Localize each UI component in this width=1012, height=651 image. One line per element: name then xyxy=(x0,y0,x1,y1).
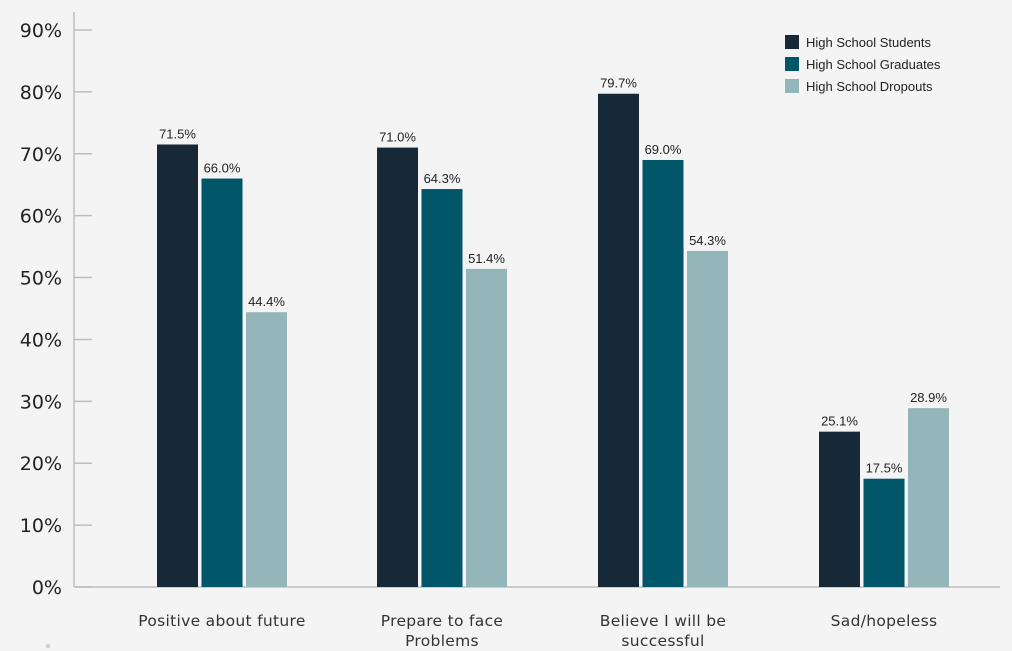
bars xyxy=(157,93,949,588)
legend-swatch xyxy=(785,79,799,93)
data-label: 71.0% xyxy=(379,130,416,145)
category-label: Positive about future xyxy=(138,612,305,630)
bar xyxy=(598,93,639,588)
legend-label: High School Graduates xyxy=(806,57,941,72)
y-tick-label: 0% xyxy=(32,577,62,599)
data-label: 17.5% xyxy=(866,461,903,476)
category-labels: Positive about future Prepare to face Prob… xyxy=(138,612,937,650)
category-label: successful xyxy=(621,632,704,650)
data-label: 25.1% xyxy=(821,414,858,429)
decorative-dot xyxy=(45,643,51,649)
data-label: 71.5% xyxy=(159,126,196,141)
data-label: 28.9% xyxy=(910,390,947,405)
bar xyxy=(466,268,507,587)
data-label: 66.0% xyxy=(204,161,241,176)
bar xyxy=(642,159,684,587)
y-tick-label: 50% xyxy=(20,268,62,290)
legend-swatch xyxy=(785,57,799,71)
data-labels: 71.5% 66.0% 44.4% 71.0% 64.3% 51.4% 79.7% 69.0%… xyxy=(159,76,947,476)
legend: High School Students High School Graduate… xyxy=(785,35,941,94)
y-tick-label: 30% xyxy=(20,391,62,413)
bar xyxy=(246,312,287,587)
bar xyxy=(377,147,418,588)
bar xyxy=(908,408,949,587)
bar xyxy=(201,178,243,588)
data-label: 44.4% xyxy=(248,294,285,309)
data-label: 79.7% xyxy=(600,76,637,91)
bar xyxy=(421,189,463,587)
y-tick-label: 70% xyxy=(20,144,62,166)
y-tick-label: 60% xyxy=(20,206,62,228)
category-label: Believe I will be xyxy=(600,612,726,630)
bar xyxy=(819,431,860,587)
data-label: 54.3% xyxy=(689,233,726,248)
data-label: 64.3% xyxy=(424,171,461,186)
y-tick-label: 90% xyxy=(20,20,62,42)
bar xyxy=(157,144,198,587)
legend-label: High School Dropouts xyxy=(806,79,933,94)
y-axis: 0% 10% 20% 30% 40% 50% 60% 70% 80% 90% xyxy=(20,12,92,599)
bar xyxy=(687,250,728,587)
data-label: 69.0% xyxy=(645,142,682,157)
data-label: 51.4% xyxy=(468,251,505,266)
y-tick-label: 10% xyxy=(20,515,62,537)
y-tick-label: 20% xyxy=(20,453,62,475)
category-label: Problems xyxy=(405,632,479,650)
y-tick-label: 80% xyxy=(20,82,62,104)
category-label: Sad/hopeless xyxy=(831,612,938,630)
legend-swatch xyxy=(785,35,799,49)
bar xyxy=(863,478,905,587)
category-label: Prepare to face xyxy=(381,612,503,630)
legend-label: High School Students xyxy=(806,35,932,50)
y-tick-label: 40% xyxy=(20,329,62,351)
